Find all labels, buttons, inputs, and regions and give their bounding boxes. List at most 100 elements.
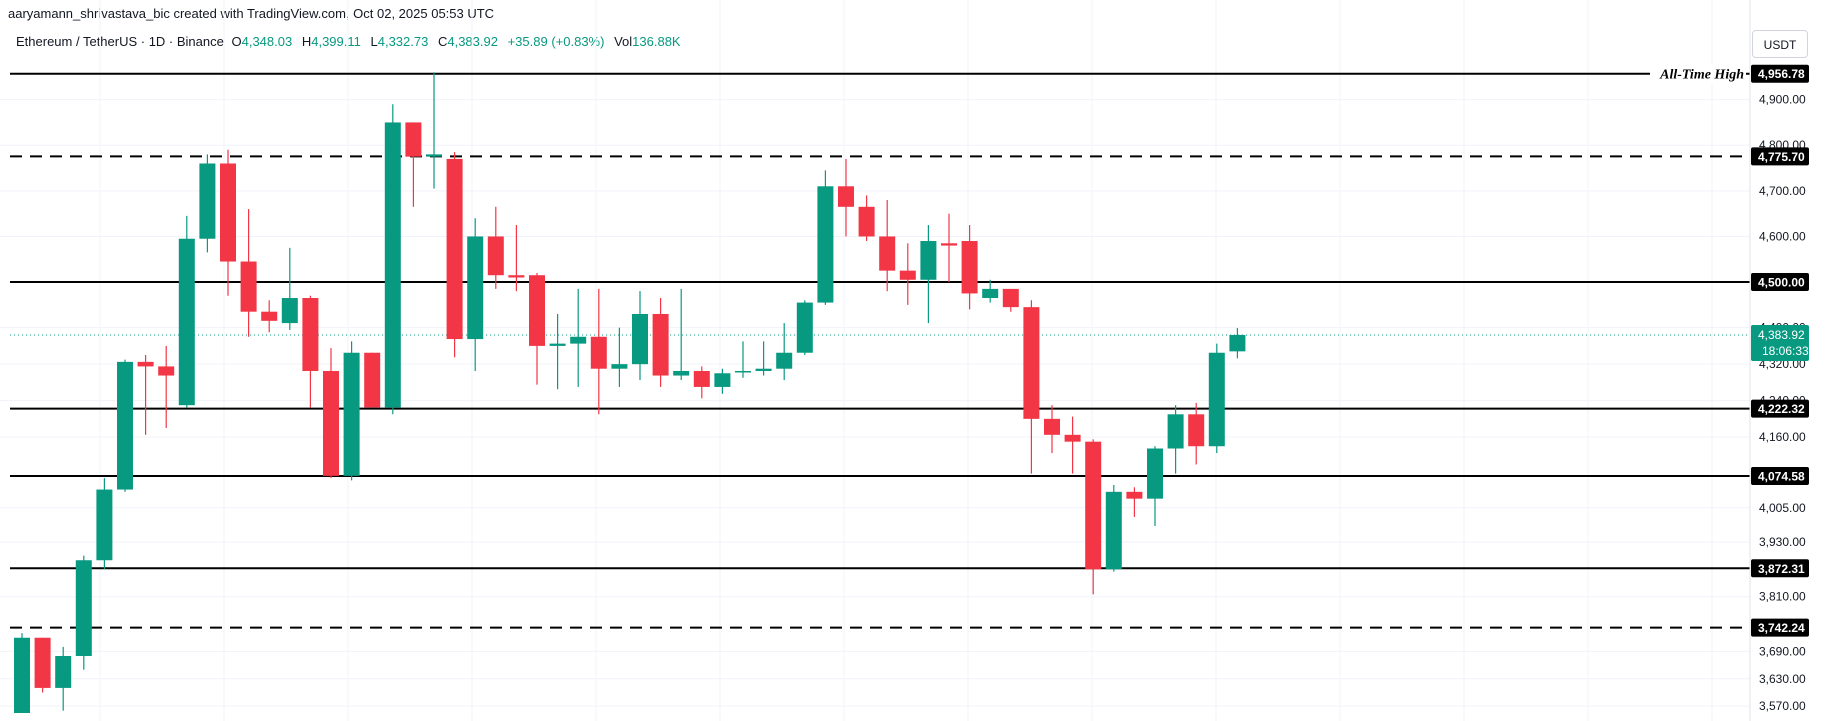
candle[interactable] <box>776 323 793 381</box>
candle[interactable] <box>55 646 72 711</box>
candle[interactable] <box>838 158 854 237</box>
candle[interactable] <box>302 295 319 408</box>
y-tick-label: 4,900.00 <box>1759 93 1806 107</box>
candle[interactable] <box>1002 288 1019 312</box>
candle-body-up <box>735 370 751 373</box>
level-price-label: 3,872.31 <box>1758 562 1805 576</box>
candle-body-up <box>1229 334 1246 352</box>
candle[interactable] <box>1229 328 1246 359</box>
candle[interactable] <box>858 195 875 242</box>
candle[interactable] <box>384 104 401 415</box>
candle[interactable] <box>158 345 175 428</box>
candle-body-up <box>55 655 72 688</box>
close-value: 4,383.92 <box>447 34 498 49</box>
candle[interactable] <box>1105 484 1122 572</box>
low-label: L <box>370 34 378 49</box>
candle[interactable] <box>735 341 751 378</box>
candle[interactable] <box>1208 343 1225 454</box>
candle[interactable] <box>817 170 834 305</box>
low-value: 4,332.73 <box>377 34 429 49</box>
symbol-name[interactable]: Ethereum / TetherUS · 1D · Binance <box>16 34 224 49</box>
volume-label: Vol <box>614 34 633 49</box>
candle[interactable] <box>240 209 257 337</box>
candle[interactable] <box>796 300 813 356</box>
y-tick-label: 3,630.00 <box>1759 672 1806 686</box>
attribution: aaryamann_shrivastava_bic created with T… <box>8 6 495 21</box>
candle[interactable] <box>590 288 607 415</box>
candle[interactable] <box>14 633 30 713</box>
candle-body-down <box>508 275 525 278</box>
candle-body-down <box>879 236 896 271</box>
candle[interactable] <box>529 272 545 385</box>
candle[interactable] <box>673 288 690 381</box>
candle[interactable] <box>487 206 504 289</box>
candle-body-down <box>899 270 916 280</box>
candle-body-up <box>343 352 360 476</box>
candle[interactable] <box>1126 487 1143 517</box>
candle[interactable] <box>941 213 957 283</box>
candle-body-down <box>34 637 51 688</box>
candle-body-up <box>75 560 92 656</box>
candles <box>14 72 1246 713</box>
candle-body-down <box>1002 288 1019 308</box>
candle-body-up <box>1147 448 1163 499</box>
candle[interactable] <box>693 366 710 399</box>
y-tick-label: 3,570.00 <box>1759 699 1806 713</box>
candle[interactable] <box>1064 416 1081 474</box>
candle[interactable] <box>1023 300 1040 474</box>
price-axis: 4,900.004,800.004,700.004,600.004,400.00… <box>1759 93 1806 714</box>
grid <box>0 0 1750 721</box>
candle[interactable] <box>178 215 195 408</box>
candle[interactable] <box>1147 446 1163 527</box>
y-tick-label: 4,160.00 <box>1759 430 1806 444</box>
candle[interactable] <box>714 368 731 394</box>
candle[interactable] <box>570 288 587 387</box>
candle-body-up <box>426 154 442 157</box>
candle[interactable] <box>549 313 566 390</box>
candle[interactable] <box>343 341 360 481</box>
candle[interactable] <box>632 291 648 381</box>
candle-body-down <box>838 186 854 207</box>
candle[interactable] <box>1085 439 1102 595</box>
candle[interactable] <box>426 72 442 189</box>
candle[interactable] <box>879 199 896 292</box>
candle-body-up <box>178 238 195 406</box>
candle-body-up <box>755 368 772 371</box>
candle[interactable] <box>652 298 669 387</box>
candle[interactable] <box>364 352 381 408</box>
candle[interactable] <box>1044 405 1060 454</box>
candle[interactable] <box>961 225 978 310</box>
candle[interactable] <box>920 225 937 324</box>
candle-body-down <box>941 243 957 246</box>
candle[interactable] <box>899 243 916 305</box>
candle-body-down <box>137 361 154 367</box>
candle[interactable] <box>1167 405 1184 474</box>
candle[interactable] <box>96 478 113 570</box>
candle[interactable] <box>611 327 628 387</box>
currency-button[interactable]: USDT <box>1752 30 1808 58</box>
all-time-high-annotation: All-Time High <box>1659 68 1744 83</box>
candle[interactable] <box>199 154 216 253</box>
candle[interactable] <box>405 122 422 207</box>
open-label: O <box>231 34 242 49</box>
candle-body-down <box>240 261 257 312</box>
candle[interactable] <box>982 279 999 303</box>
support-resistance-levels <box>10 72 1750 629</box>
candle[interactable] <box>34 637 51 693</box>
candle[interactable] <box>755 341 772 376</box>
candle-body-down <box>858 206 875 237</box>
candle[interactable] <box>323 348 339 479</box>
candle-body-up <box>281 298 298 324</box>
candle[interactable] <box>508 225 525 292</box>
candle[interactable] <box>281 247 298 330</box>
candle[interactable] <box>446 152 463 358</box>
candle[interactable] <box>220 149 236 296</box>
candle[interactable] <box>137 355 154 435</box>
candle-body-up <box>14 637 30 713</box>
candle[interactable] <box>467 218 484 371</box>
candle[interactable] <box>75 555 92 670</box>
candle[interactable] <box>1188 402 1205 465</box>
candle[interactable] <box>117 359 133 492</box>
candle[interactable] <box>261 300 278 333</box>
